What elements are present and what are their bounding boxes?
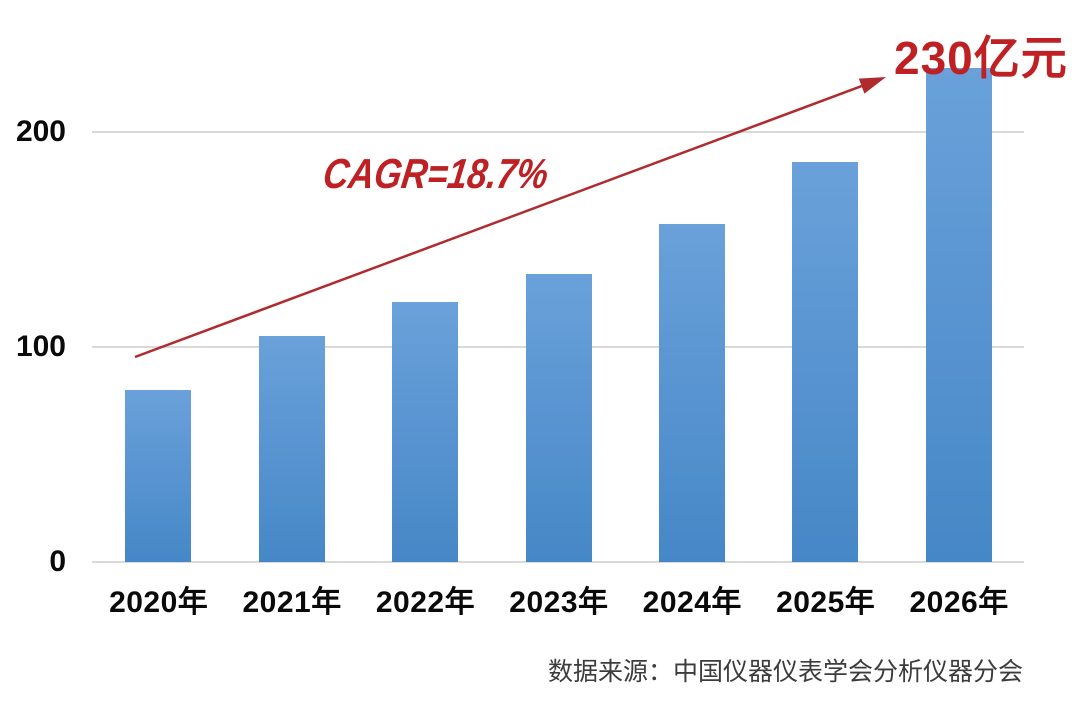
y-tick-label-0: 0 [49,545,66,578]
y-tick-label-100: 100 [15,330,66,363]
bar-2024年 [659,224,725,562]
end-value-annotation: 230亿元 [894,32,1068,84]
cagr-annotation: CAGR=18.7% [320,150,552,197]
data-source-note: 数据来源：中国仪器仪表学会分析仪器分会 [548,658,1024,686]
gridline-0 [92,561,1024,563]
bar-2022年 [392,301,459,562]
bar-2025年 [792,162,859,562]
x-tick-label-2022年: 2022年 [375,586,476,619]
x-tick-label-2026年: 2026年 [909,586,1009,619]
x-tick-label-2024年: 2024年 [642,586,742,619]
y-tick-label-200: 200 [15,115,66,148]
x-tick-label-2023年: 2023年 [509,586,609,619]
bar-2021年 [258,336,325,562]
x-tick-label-2020年: 2020年 [109,586,209,619]
gridline-200 [92,131,1024,133]
bar-2026年 [925,67,992,562]
x-tick-label-2025年: 2025年 [776,586,876,619]
bar-2020年 [125,390,192,562]
x-tick-label-2021年: 2021年 [242,586,342,619]
bar-2023年 [525,273,592,562]
